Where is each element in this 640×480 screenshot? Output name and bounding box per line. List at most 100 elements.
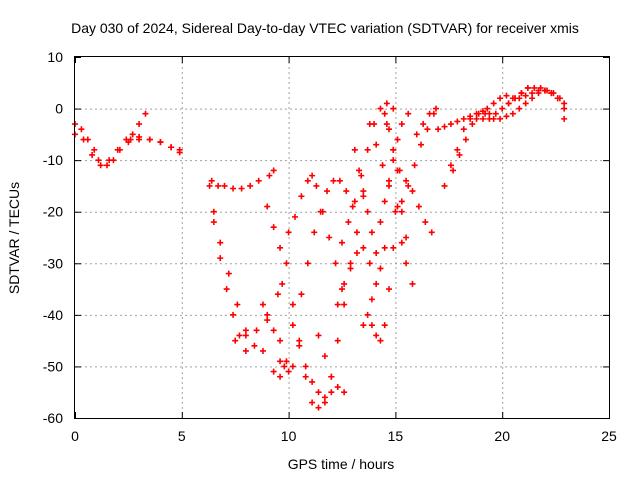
data-point xyxy=(289,322,296,329)
data-point xyxy=(332,260,339,267)
data-point xyxy=(385,182,392,189)
data-point xyxy=(315,389,322,396)
x-tick-label: 0 xyxy=(71,428,79,444)
data-point xyxy=(398,239,405,246)
data-point xyxy=(383,100,390,107)
data-track xyxy=(264,203,290,267)
data-point xyxy=(360,193,367,200)
data-track xyxy=(210,208,284,380)
data-point xyxy=(328,373,335,380)
data-point xyxy=(381,110,388,117)
data-point xyxy=(398,208,405,215)
data-point xyxy=(264,203,271,210)
y-axis-label: SDTVAR / TECUs xyxy=(6,182,22,294)
data-point xyxy=(304,177,311,184)
data-track xyxy=(441,84,531,189)
data-point xyxy=(106,157,113,164)
data-point xyxy=(221,182,228,189)
data-point xyxy=(136,133,143,140)
data-point xyxy=(315,404,322,411)
data-point xyxy=(377,265,384,272)
data-point xyxy=(415,203,422,210)
data-point xyxy=(298,291,305,298)
data-track xyxy=(334,244,373,308)
data-track xyxy=(127,133,183,153)
y-tick-label: -40 xyxy=(43,307,63,323)
data-point xyxy=(296,342,303,349)
x-axis-label: GPS time / hours xyxy=(288,456,395,472)
x-tick-label: 20 xyxy=(494,428,510,444)
data-point xyxy=(215,182,222,189)
data-point xyxy=(223,286,230,293)
data-point xyxy=(292,213,299,220)
data-point xyxy=(392,208,399,215)
data-point xyxy=(531,84,538,91)
data-point xyxy=(304,260,311,267)
data-point xyxy=(351,198,358,205)
data-point xyxy=(390,244,397,251)
data-point xyxy=(499,105,506,112)
data-point xyxy=(368,296,375,303)
data-point xyxy=(373,280,380,287)
data-point xyxy=(317,208,324,215)
data-point xyxy=(343,188,350,195)
data-point xyxy=(311,229,318,236)
data-point xyxy=(351,146,358,153)
data-point xyxy=(522,100,529,107)
data-point xyxy=(394,136,401,143)
data-point xyxy=(385,286,392,293)
data-point xyxy=(289,301,296,308)
data-point xyxy=(341,280,348,287)
data-point xyxy=(503,92,510,99)
data-point xyxy=(454,118,461,125)
data-point xyxy=(341,389,348,396)
data-point xyxy=(136,121,143,128)
data-track xyxy=(368,203,401,344)
data-point xyxy=(364,208,371,215)
data-point xyxy=(544,87,551,94)
data-track xyxy=(289,322,335,401)
data-point xyxy=(390,146,397,153)
data-point xyxy=(270,167,277,174)
data-point xyxy=(509,110,516,117)
data-point xyxy=(561,105,568,112)
data-point xyxy=(353,249,360,256)
data-point xyxy=(232,337,239,344)
data-track xyxy=(289,193,367,411)
data-point xyxy=(328,389,335,396)
data-point xyxy=(230,311,237,318)
data-track xyxy=(413,105,439,138)
data-point xyxy=(347,260,354,267)
plot-area xyxy=(72,84,568,411)
data-point xyxy=(411,162,418,169)
data-point xyxy=(460,126,467,133)
data-point xyxy=(516,105,523,112)
data-point xyxy=(238,185,245,192)
data-point xyxy=(373,249,380,256)
data-point xyxy=(309,172,316,179)
data-point xyxy=(561,115,568,122)
data-point xyxy=(398,198,405,205)
data-track xyxy=(208,167,277,192)
data-point xyxy=(324,188,331,195)
data-point xyxy=(377,337,384,344)
y-tick-label: -60 xyxy=(43,410,63,426)
data-point xyxy=(236,332,243,339)
data-point xyxy=(484,105,491,112)
data-point xyxy=(403,177,410,184)
data-point xyxy=(353,229,360,236)
data-point xyxy=(321,394,328,401)
data-point xyxy=(529,95,536,102)
data-track xyxy=(277,358,296,375)
data-point xyxy=(377,105,384,112)
data-point xyxy=(274,291,281,298)
data-point xyxy=(234,301,241,308)
data-point xyxy=(364,146,371,153)
data-point xyxy=(441,182,448,189)
data-point xyxy=(420,121,427,128)
data-point xyxy=(206,182,213,189)
data-point xyxy=(298,193,305,200)
data-point xyxy=(279,280,286,287)
data-point xyxy=(379,162,386,169)
data-point xyxy=(146,136,153,143)
